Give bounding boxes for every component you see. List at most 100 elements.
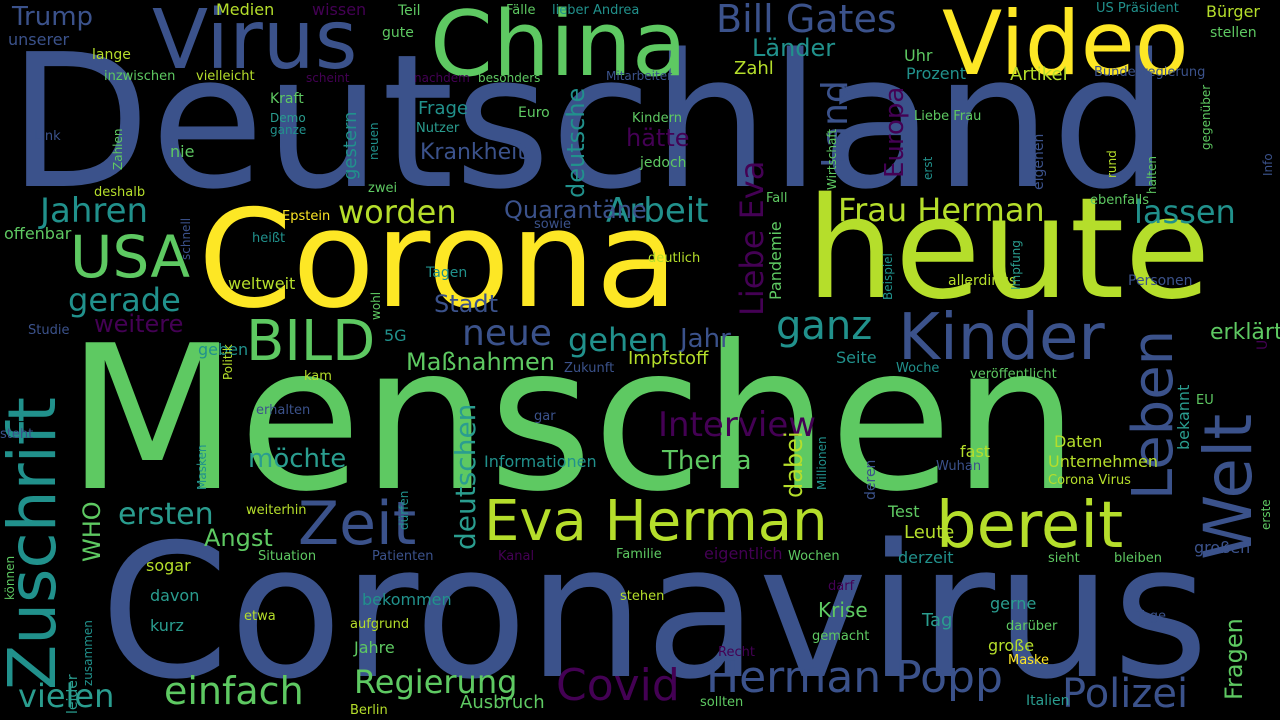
word-zukunft: Woche: [896, 361, 940, 376]
word-nie: neuen: [367, 122, 381, 160]
word-unserer: unserer: [8, 30, 70, 49]
word-weitere: weitere: [94, 310, 184, 338]
word-darueber: darüber: [1006, 619, 1058, 634]
word-medien: Medien: [216, 0, 275, 19]
word-stellen: stellen: [1210, 25, 1257, 41]
word-deutlich: Beispiel: [881, 253, 895, 300]
word-link: zwei: [368, 181, 398, 196]
word-duerfen: Test: [888, 502, 920, 521]
word-coronavirus: Coronavirus: [100, 504, 1209, 720]
word-rund: erst: [921, 156, 935, 180]
word-moechte: möchte: [248, 444, 347, 474]
word-veroeffentlicht: Masken: [195, 444, 209, 490]
word-gemacht: gemacht: [812, 629, 870, 644]
word-haette: Link: [34, 129, 61, 144]
word-laendern: Studie: [28, 323, 70, 338]
word-heisst: Tagen: [426, 265, 468, 281]
word-massnahmen: Maßnahmen: [406, 348, 556, 376]
word-arbeit: Arbeit: [606, 191, 709, 231]
word-corona-virus: erste: [1259, 499, 1273, 530]
word-frau-herman: Frau Herman: [838, 191, 1045, 229]
word-sieht: bleiben: [1114, 551, 1162, 566]
word-sowie: weltweit: [228, 274, 296, 293]
word-fast: Unternehmen: [1048, 452, 1158, 471]
word-usa: USA: [70, 223, 191, 291]
word-geben: Seite: [836, 348, 877, 367]
word-gestern: schnell: [179, 217, 193, 260]
word-erhalten: steht: [0, 427, 34, 442]
word-bereit: bereit: [936, 489, 1124, 563]
word-tag: Tag: [922, 610, 953, 631]
word-teilen: Zahl: [734, 58, 774, 79]
word-masken: gar: [534, 409, 556, 424]
word-dafuer: Krankheit: [420, 140, 526, 165]
word-familie: sieht: [1048, 551, 1080, 566]
word-jedoch: gestern: [340, 111, 361, 180]
word-daten: Corona Virus: [1048, 473, 1131, 488]
word-angst: Angst: [204, 524, 273, 552]
word-seien: Länder: [752, 34, 836, 62]
word-grossen: sogar: [146, 556, 191, 575]
word-pandemie: Pandemie: [766, 221, 785, 300]
word-eigentlich: Wochen: [788, 549, 840, 564]
word-kanal: Familie: [616, 547, 662, 562]
word-gerne: gerne: [990, 594, 1037, 613]
word-artikel: Artikel: [1010, 64, 1068, 85]
word-regierung: Regierung: [354, 663, 518, 701]
word-wohl: deutlich: [648, 251, 701, 266]
word-fragen: sollten: [700, 695, 744, 710]
word-seite: veröffentlicht: [970, 367, 1057, 382]
word-zusammen: leider: [65, 674, 81, 714]
word-woche: kam: [304, 369, 332, 384]
word-scheint: scheint: [306, 71, 350, 85]
word-gut: erklärt: [1210, 320, 1280, 345]
word-covid: Covid: [556, 660, 680, 711]
word-millionen: Wuhan: [936, 459, 982, 474]
word-zwei: Quarantäne: [504, 196, 647, 224]
word-who: WHO: [78, 501, 106, 562]
word-china: China: [430, 0, 688, 97]
word-wuhan: fast: [960, 442, 991, 461]
word-lassen: lassen: [1134, 193, 1236, 231]
word-u: Stadt: [434, 290, 498, 318]
word-neuen: Epstein: [282, 209, 331, 224]
word-ganze: ganze: [270, 123, 307, 137]
word-schnell: sowie: [534, 217, 571, 232]
word-berlin: Ausbruch: [460, 692, 545, 713]
word-bild: BILD: [246, 309, 376, 374]
word-erste: weiterhin: [246, 503, 307, 518]
word-halten: ebenfalls: [1090, 193, 1150, 208]
word-tage: Tage: [1136, 609, 1167, 624]
word-corona: Corona: [198, 181, 679, 338]
word-mitarbeiter: Mitarbeiter: [606, 69, 673, 83]
word-heute: heute: [806, 168, 1211, 331]
word-moeglich: allerdings: [948, 273, 1017, 289]
word-recht: Recht: [718, 645, 755, 660]
word-sogar: davon: [150, 586, 200, 605]
word-dabei: dabei: [780, 431, 808, 498]
word-offenbar: Berlin: [350, 703, 388, 718]
word-bleiben: großen: [1194, 538, 1251, 557]
word-lieber-andrea: lieber Andrea: [552, 3, 640, 18]
word-unternehmen: bekannt: [1174, 384, 1193, 450]
word-derzeit: eigentlich: [704, 544, 783, 563]
word-patienten: Kanal: [498, 549, 535, 564]
word-teil: Teil: [398, 3, 421, 19]
word-jahre: Jahre: [354, 638, 395, 657]
word-thema: Thema: [662, 446, 752, 476]
word-einfach: einfach: [164, 669, 304, 713]
word-test: Leute: [904, 522, 955, 543]
word-zeit: Zeit: [298, 489, 417, 559]
word-warum: hätte: [626, 124, 690, 152]
word-deutschland: Deutschland: [8, 14, 1169, 230]
word-ende: Interview: [658, 405, 817, 445]
word-eltern: nie: [170, 142, 195, 161]
word-situation: Patienten: [372, 549, 434, 564]
word-faelle: Fälle: [506, 3, 536, 18]
word-aufgrund: aufgrund: [350, 617, 410, 632]
word-personen: U: [1255, 339, 1271, 350]
word-mann: darf: [828, 579, 855, 594]
word-polizei: Polizei: [1062, 671, 1189, 717]
word-krankheit: Zahlen: [111, 128, 125, 170]
